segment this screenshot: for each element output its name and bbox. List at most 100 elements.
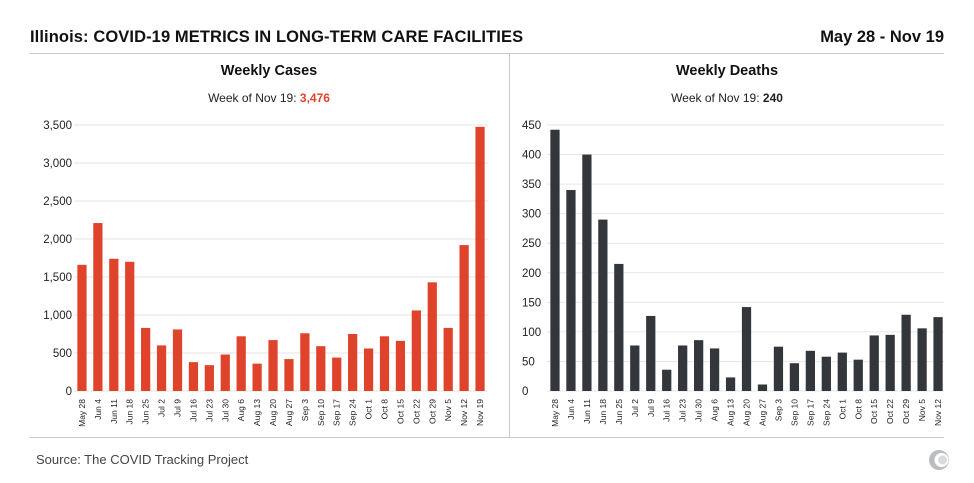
deaths-bar: [773, 346, 784, 391]
weekly-deaths-subtitle-prefix: Week of Nov 19:: [671, 91, 763, 105]
deaths-bar: [933, 317, 943, 391]
deaths-ytick-label: 0: [522, 386, 528, 398]
deaths-ytick-label: 150: [522, 297, 541, 309]
deaths-xtick-label: Aug 20: [742, 399, 752, 426]
cases-bar: [77, 264, 87, 391]
deaths-ytick-label: 350: [522, 179, 541, 191]
deaths-xtick-label: May 28: [550, 399, 560, 427]
cases-ytick-label: 3,500: [43, 120, 72, 132]
deaths-bar: [853, 359, 863, 391]
deaths-xtick-label: Oct 1: [837, 399, 847, 420]
deaths-bar: [598, 219, 608, 391]
deaths-xtick-label: Jun 4: [566, 399, 576, 420]
deaths-xtick-label: Jul 23: [678, 399, 688, 422]
deaths-bar: [566, 190, 576, 391]
deaths-xtick-label: Nov 5: [917, 399, 927, 421]
weekly-deaths-latest-value: 240: [762, 91, 783, 105]
deaths-ytick-label: 100: [522, 327, 541, 339]
cases-xtick-label: Nov 5: [443, 399, 453, 421]
weekly-cases-title: Weekly Cases: [220, 63, 318, 79]
cases-bar: [109, 258, 119, 391]
deaths-xtick-label: Oct 22: [885, 399, 895, 424]
covid-tracking-project-logo-icon: [929, 450, 949, 470]
cases-ytick-label: 2,000: [43, 234, 72, 246]
deaths-bar: [646, 315, 656, 391]
cases-bar: [156, 345, 167, 391]
panel-divider: [509, 53, 510, 437]
cases-xtick-label: Aug 6: [236, 399, 246, 421]
source-note: Source: The COVID Tracking Project: [36, 452, 249, 467]
deaths-ytick-label: 400: [522, 150, 541, 162]
cases-xtick-label: Nov 19: [475, 399, 485, 426]
cases-bar: [268, 340, 278, 391]
deaths-bar: [805, 350, 815, 391]
cases-ytick-label: 0: [66, 386, 72, 398]
cases-ytick-label: 1,500: [43, 272, 72, 284]
cases-bar: [204, 365, 214, 391]
cases-bar: [348, 334, 358, 391]
cases-xtick-label: Jul 16: [188, 399, 198, 422]
cases-xtick-label: Oct 8: [380, 399, 390, 420]
weekly-cases-latest-value: 3,476: [299, 91, 330, 105]
deaths-bar: [757, 384, 768, 391]
weekly-cases-subtitle-prefix: Week of Nov 19:: [208, 91, 300, 105]
header-divider: [30, 53, 944, 54]
deaths-xtick-label: Sep 10: [789, 399, 799, 426]
weekly-deaths-title: Weekly Deaths: [675, 63, 779, 79]
deaths-xtick-label: Jul 2: [630, 399, 640, 417]
cases-bar: [172, 329, 183, 391]
cases-bar: [125, 261, 135, 391]
deaths-ytick-label: 200: [522, 268, 541, 280]
deaths-xtick-label: Jul 9: [646, 399, 656, 417]
deaths-xtick-label: Oct 8: [853, 399, 863, 420]
deaths-bar: [789, 363, 800, 391]
weekly-deaths-chart: 0 50 100 150 200 250 300 350 400 450 May 28 Jun 4 Ju…: [522, 120, 944, 427]
chart-header: Illinois: COVID-19 METRICS IN LONG-TERM …: [30, 24, 944, 50]
deaths-xtick-label: Sep 24: [821, 399, 831, 426]
deaths-bar: [614, 263, 624, 391]
weekly-cases-chart: 0 500 1,000 1,500 2,000 2,500 3,000 3,500 May 28…: [43, 120, 488, 427]
deaths-xtick-label: Jun 18: [598, 399, 608, 425]
weekly-deaths-subtitle: Week of Nov 19: 240: [510, 91, 944, 105]
deaths-bar: [837, 352, 847, 391]
cases-xtick-label: Aug 13: [252, 399, 262, 426]
cases-xtick-label: Jun 11: [109, 399, 119, 424]
deaths-xtick-label: Jul 30: [694, 399, 704, 422]
deaths-xtick-label: Aug 13: [726, 399, 736, 426]
cases-bar: [443, 327, 453, 391]
deaths-bar: [821, 356, 831, 391]
cases-bar: [236, 336, 246, 391]
deaths-ytick-label: 450: [522, 120, 541, 132]
cases-xtick-label: Jul 9: [173, 399, 183, 417]
deaths-xtick-label: Oct 15: [869, 399, 879, 424]
cases-bar: [363, 348, 374, 391]
deaths-bar: [917, 328, 927, 391]
cases-bar: [475, 126, 485, 391]
deaths-ytick-label: 50: [522, 356, 535, 368]
cases-bar: [141, 327, 151, 391]
cases-bar: [284, 359, 294, 391]
cases-bar: [411, 310, 421, 391]
deaths-xtick-label: Oct 29: [901, 399, 911, 424]
date-range: May 28 - Nov 19: [820, 27, 944, 46]
cases-xtick-label: Oct 15: [395, 399, 405, 424]
cases-bar: [252, 363, 262, 391]
cases-xtick-label: Oct 22: [411, 399, 421, 424]
cases-xtick-label: Nov 12: [459, 399, 469, 426]
deaths-ytick-label: 300: [522, 209, 541, 221]
cases-bar: [459, 245, 469, 391]
cases-xtick-label: Jun 18: [125, 399, 135, 425]
cases-ytick-label: 1,000: [43, 310, 72, 322]
deaths-xtick-label: Aug 6: [710, 399, 720, 421]
deaths-bar: [725, 377, 736, 391]
deaths-bar: [662, 369, 672, 391]
deaths-bar: [869, 335, 879, 391]
deaths-xtick-label: Aug 27: [757, 399, 767, 426]
cases-xtick-label: Jun 4: [93, 399, 103, 420]
cases-xtick-label: Sep 3: [300, 399, 310, 421]
deaths-bar: [694, 340, 704, 391]
deaths-bar: [709, 348, 720, 391]
deaths-bar: [678, 345, 688, 391]
cases-xtick-label: Jul 30: [220, 399, 230, 422]
cases-bar: [332, 357, 342, 391]
